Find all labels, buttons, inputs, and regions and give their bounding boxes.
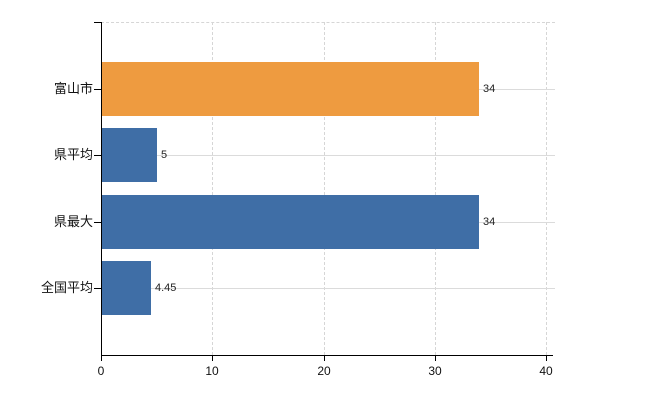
bar-value-label: 34 [483,216,496,228]
bar-value-label: 5 [161,149,168,161]
y-axis-tick [94,155,101,156]
x-axis-tick [212,356,213,361]
bar-1 [101,128,157,182]
category-label: 県平均 [53,147,93,162]
y-axis-tick [94,288,101,289]
y-axis-tick [94,222,101,223]
category-label: 富山市 [53,81,93,96]
x-axis-tick [546,356,547,361]
x-axis-line [101,355,553,356]
category-label: 県最大 [53,214,93,229]
x-axis-tick [101,356,102,361]
x-axis-tick-label: 10 [205,364,219,378]
y-axis-line [101,22,102,355]
bar-0 [101,62,479,116]
x-axis-tick-label: 40 [539,364,553,378]
vertical-gridline [212,22,213,355]
plot-top-border [101,22,555,23]
horizontal-gridline [101,288,555,289]
x-axis-tick [324,356,325,361]
x-axis-tick-label: 20 [317,364,331,378]
vertical-gridline [435,22,436,355]
x-axis-tick [435,356,436,361]
vertical-gridline [546,22,547,355]
bar-value-label: 34 [483,83,496,95]
y-axis-tick [94,89,101,90]
bar-value-label: 4.45 [155,282,177,294]
bar-2 [101,195,479,249]
x-axis-tick-label: 0 [97,364,105,378]
bar-3 [101,261,151,315]
y-axis-top-tick [94,22,101,23]
horizontal-gridline [101,155,555,156]
vertical-gridline [324,22,325,355]
category-label: 全国平均 [40,280,93,295]
x-axis-tick-label: 30 [428,364,442,378]
